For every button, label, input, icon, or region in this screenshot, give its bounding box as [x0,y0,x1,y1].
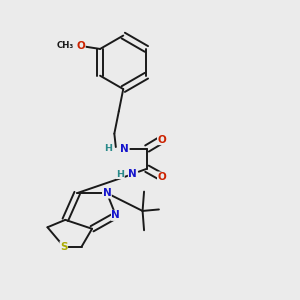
Text: O: O [76,41,85,51]
Text: S: S [60,242,68,252]
Text: H: H [104,144,112,153]
Text: CH₃: CH₃ [57,40,74,50]
Text: N: N [103,188,111,198]
Text: O: O [158,135,166,145]
Text: H: H [116,169,124,178]
Text: N: N [120,143,129,154]
Text: O: O [158,172,166,182]
Text: N: N [111,210,120,220]
Text: N: N [128,169,137,179]
